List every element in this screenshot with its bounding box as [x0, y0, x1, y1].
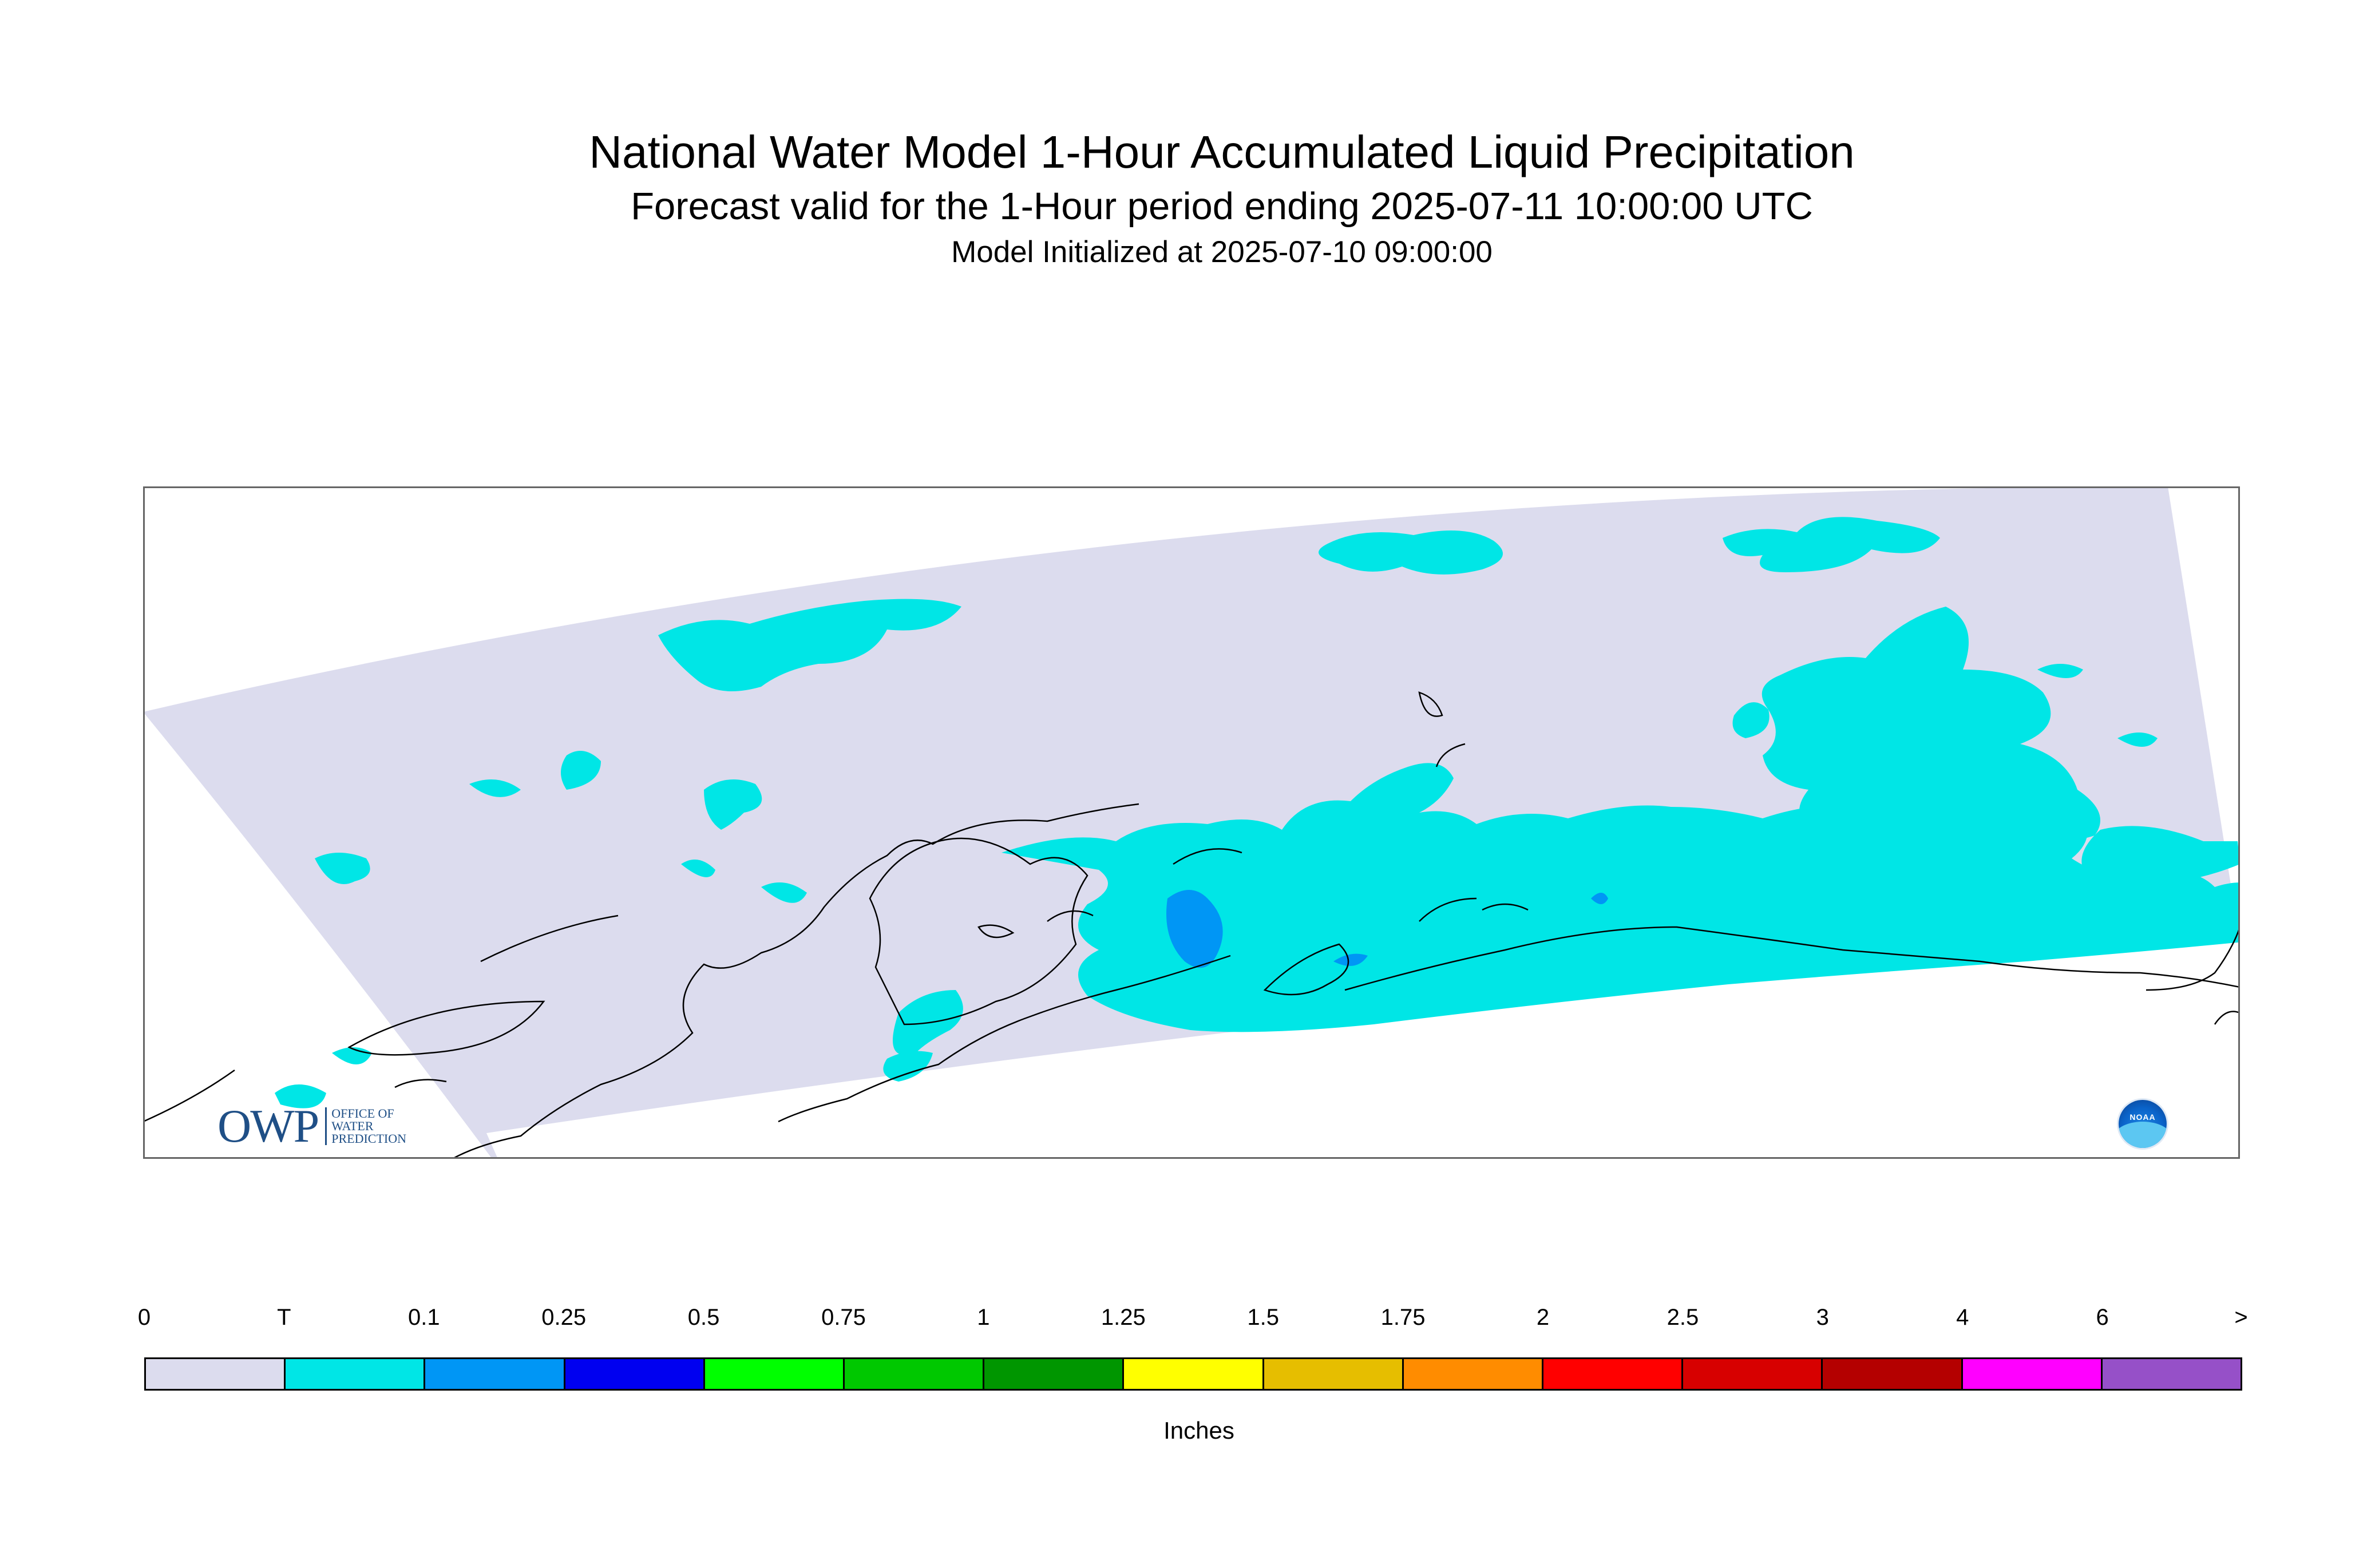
coastlines [143, 691, 2240, 1159]
light-precip-areas [1166, 890, 1608, 968]
legend-bin-0 [146, 1359, 286, 1389]
legend-tick-7: 1.25 [1101, 1305, 1146, 1330]
legend-bin-6 [984, 1359, 1125, 1389]
legend-tick-13: 4 [1956, 1305, 1969, 1330]
legend-tick-3: 0.25 [541, 1305, 587, 1330]
precip-area-east-band [1762, 607, 2100, 858]
coast-north-inlet [1418, 691, 1443, 717]
noaa-logo-text: NOAA [2129, 1112, 2156, 1122]
legend-bin-11 [1683, 1359, 1823, 1389]
precip-area-small-east [2117, 732, 2158, 747]
color-legend: 0 T 0.1 0.25 0.5 0.75 1 1.25 1.5 1.75 2 2.5 3 4 6 > Inc… [0, 1305, 2375, 1454]
legend-bin-8 [1264, 1359, 1404, 1389]
coast-southern [1344, 926, 2240, 991]
precip-area-north-west [658, 599, 961, 691]
owp-logo-line1: OFFICE OF [331, 1106, 394, 1120]
coast-east-edge [2146, 926, 2240, 991]
legend-bin-5 [845, 1359, 985, 1389]
precip-area-west-3 [561, 751, 601, 790]
precip-area-east-edge [2081, 826, 2240, 885]
legend-tick-5: 0.75 [821, 1305, 866, 1330]
legend-bin-14 [2102, 1359, 2241, 1389]
legend-tick-11: 2.5 [1667, 1305, 1699, 1330]
noaa-logo-wave [2119, 1122, 2167, 1148]
legend-bin-3 [565, 1359, 705, 1389]
coast-north-inlet-2 [1435, 743, 1466, 767]
legend-tick-6: 1 [977, 1305, 990, 1330]
coast-islands-row [1047, 848, 1529, 922]
coast-bristol-bay [869, 837, 1088, 1025]
legend-bin-4 [704, 1359, 845, 1389]
precip-area-southwest-tip [883, 1051, 933, 1082]
legend-tick-4: 0.5 [687, 1305, 720, 1330]
legend-tick-9: 1.75 [1380, 1305, 1426, 1330]
legend-tick-14: 6 [2096, 1305, 2109, 1330]
precip-area-north-center [1319, 530, 1503, 575]
precip-area-peninsula-1 [681, 860, 715, 877]
coast-sw-island [394, 1079, 447, 1088]
legend-tick-2: 0.1 [407, 1305, 440, 1330]
precip-area-mid-north [1732, 702, 1770, 738]
precip-area-peninsula-2 [761, 882, 807, 903]
precipitation-map [143, 486, 2240, 1159]
trace-precip-areas [275, 517, 2240, 1108]
owp-logo-line3: PREDICTION [331, 1131, 406, 1146]
map-canvas [143, 486, 2240, 1159]
map-frame [143, 486, 2240, 1159]
light-precip-east [1591, 893, 1608, 904]
map-title: National Water Model 1-Hour Accumulated … [589, 126, 1855, 177]
coast-west-island-2 [347, 1000, 545, 1056]
coast-east-edge-2 [2214, 1011, 2240, 1025]
coast-west-island-3 [143, 1069, 235, 1123]
coast-west-mainland [450, 803, 1139, 1159]
legend-bin-9 [1403, 1359, 1544, 1389]
legend-bin-13 [1962, 1359, 2103, 1389]
legend-tick-10: 2 [1536, 1305, 1550, 1330]
precip-area-west-5 [275, 1084, 326, 1108]
legend-units: Inches [1163, 1417, 1234, 1444]
owp-logo-line2: WATER [331, 1118, 374, 1133]
precip-area-west-6 [469, 779, 521, 797]
title-block: National Water Model 1-Hour Accumulated … [0, 0, 2375, 298]
model-init-time: Model Initialized at 2025-07-10 09:00:00 [951, 235, 1493, 269]
precip-area-west-1 [704, 779, 762, 830]
precip-area-far-northeast [2037, 664, 2083, 678]
legend-bin-1 [286, 1359, 426, 1389]
legend-color-bar [144, 1357, 2242, 1391]
coast-lake [977, 924, 1015, 939]
legend-tick-12: 3 [1816, 1305, 1829, 1330]
legend-bin-10 [1543, 1359, 1684, 1389]
legend-bin-12 [1823, 1359, 1963, 1389]
owp-logo-mark: OWP [217, 1099, 319, 1152]
light-precip-bristol [1166, 890, 1223, 968]
precip-area-south-coastal-band [1002, 763, 2240, 1032]
legend-bin-7 [1124, 1359, 1264, 1389]
coast-peninsula [778, 955, 1231, 1123]
legend-tick-0: 0 [137, 1305, 151, 1330]
noaa-logo-icon: NOAA [2119, 1100, 2167, 1148]
coast-kodiak [1263, 943, 1349, 996]
owp-logo: OWP OFFICE OF WATER PREDICTION [217, 1099, 406, 1153]
coast-west-island-1 [480, 914, 619, 963]
model-domain [143, 486, 2240, 1159]
precip-area-west-2 [315, 853, 370, 884]
map-subtitle: Forecast valid for the 1-Hour period end… [631, 185, 1813, 228]
legend-tick-8: 1.5 [1247, 1305, 1279, 1330]
legend-tick-15: > [2234, 1305, 2248, 1330]
light-precip-coast [1333, 953, 1368, 966]
legend-bin-2 [425, 1359, 565, 1389]
precip-area-northeast-1 [1723, 517, 1940, 572]
owp-logo-text: OFFICE OF WATER PREDICTION [325, 1107, 406, 1145]
legend-tick-1: T [277, 1305, 291, 1330]
